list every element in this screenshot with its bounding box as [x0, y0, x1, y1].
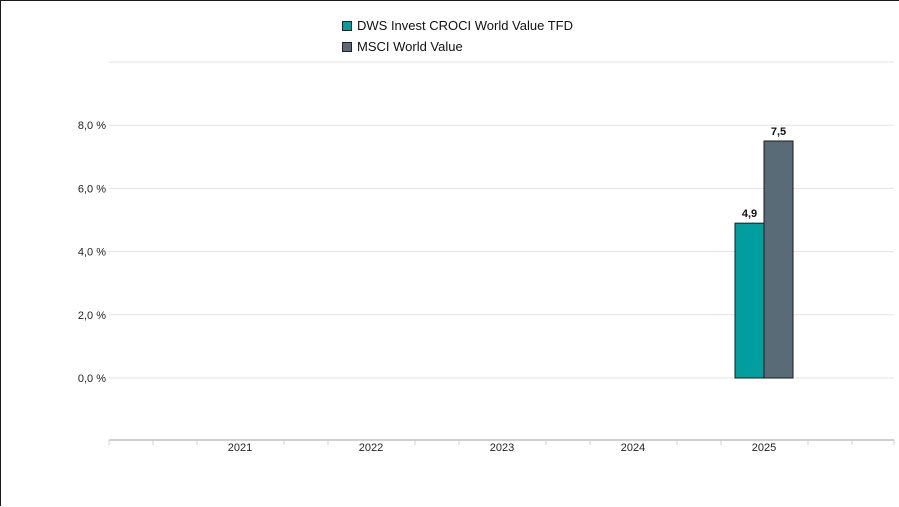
data-label: 4,9 — [742, 208, 757, 220]
x-tick-label: 2022 — [359, 442, 383, 454]
x-tick-label: 2025 — [752, 442, 776, 454]
y-tick-label: 4,0 % — [78, 247, 106, 259]
y-tick-label: 2,0 % — [78, 310, 106, 322]
data-label: 7,5 — [771, 126, 786, 138]
x-tick-label: 2023 — [490, 442, 514, 454]
bar — [763, 140, 794, 379]
x-tick-label: 2024 — [621, 442, 645, 454]
legend-label-dws: DWS Invest CROCI World Value TFD — [357, 18, 573, 33]
legend-item-dws[interactable]: DWS Invest CROCI World Value TFD — [342, 15, 573, 36]
y-tick-label: 0,0 % — [78, 373, 106, 385]
x-tick-label: 2021 — [228, 442, 252, 454]
legend-swatch-msci — [342, 41, 352, 52]
legend-label-msci: MSCI World Value — [357, 39, 463, 54]
y-tick-label: 6,0 % — [78, 183, 106, 195]
chart-legend: DWS Invest CROCI World Value TFD MSCI Wo… — [342, 15, 573, 57]
y-tick-label: 8,0 % — [78, 120, 106, 132]
legend-item-msci[interactable]: MSCI World Value — [342, 36, 573, 57]
legend-swatch-dws — [342, 20, 352, 31]
bar — [734, 222, 765, 379]
